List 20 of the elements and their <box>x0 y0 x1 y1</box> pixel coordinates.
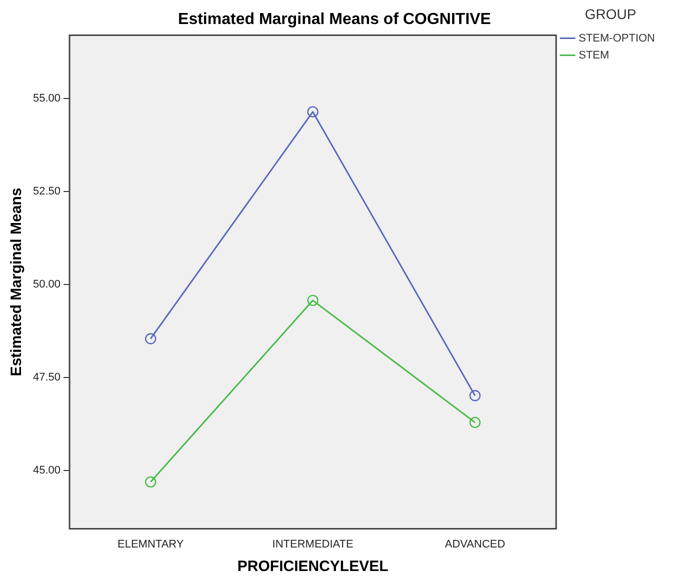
legend-title: GROUP <box>584 6 636 22</box>
point <box>307 106 318 118</box>
point <box>145 476 156 488</box>
point <box>307 294 318 306</box>
x-tick-label: ELEMNTARY <box>118 538 184 550</box>
y-tick-label: 50.00 <box>32 278 61 290</box>
chart-title: Estimated Marginal Means of COGNITIVE <box>178 11 492 28</box>
x-tick-label: ADVANCED <box>444 538 506 550</box>
y-tick-label: 47.50 <box>32 371 61 384</box>
point <box>469 416 481 428</box>
y-axis-title: Estimated Marginal Means <box>8 188 26 376</box>
y-tick-label: 52.50 <box>32 185 61 198</box>
point <box>145 333 156 344</box>
y-tick-label: 45.00 <box>32 464 61 476</box>
y-tick-label: 55.00 <box>32 92 61 104</box>
legend-label: STEM <box>578 49 610 62</box>
x-tick-label: INTERMEDIATE <box>272 538 354 550</box>
x-axis-title: PROFICIENCYLEVEL <box>237 558 388 576</box>
legend-label: STEM-OPTION <box>578 32 656 44</box>
point <box>469 390 481 402</box>
